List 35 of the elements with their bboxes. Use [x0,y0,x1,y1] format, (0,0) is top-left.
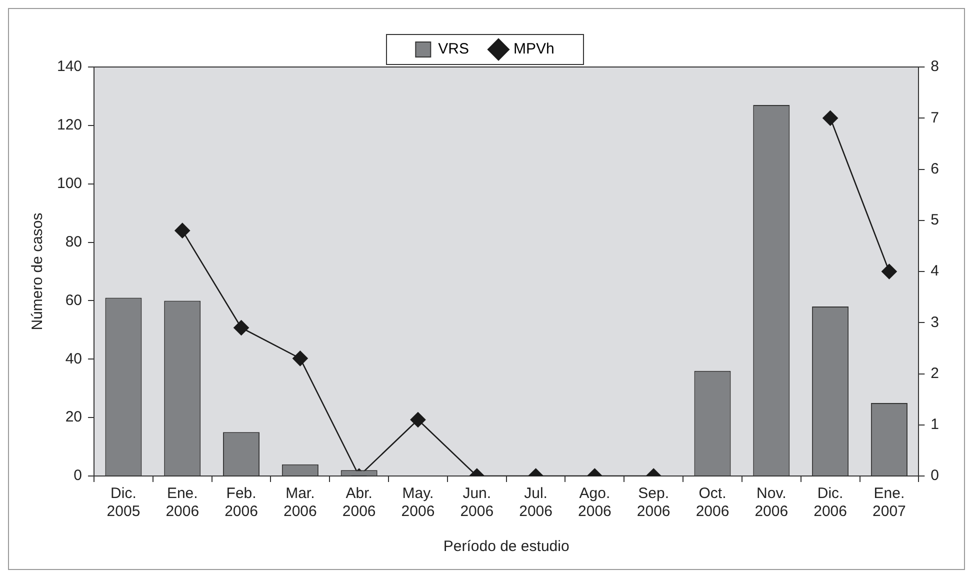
y2-tick-label: 8 [930,58,939,76]
legend-label: VRS [438,40,469,58]
y-tick-label: 140 [56,58,82,76]
y2-tick-label: 7 [930,109,939,126]
y2-tick-label: 0 [930,467,939,484]
y-tick-label: 80 [65,233,82,250]
y-axis-title: Número de casos [29,212,46,330]
y-tick-label: 0 [74,467,82,484]
x-tick-label: Ago. 2006 [578,485,612,520]
y2-tick-label: 5 [930,212,939,229]
x-tick-label: Sep. 2006 [636,485,670,520]
x-tick-label: Ene. 2007 [872,485,906,520]
y2-tick-label: 6 [930,160,939,178]
y-tick-label: 60 [65,292,82,309]
x-tick-label: Jun. 2006 [460,485,494,520]
x-tick-label: Abr. 2006 [342,485,376,520]
x-tick-label: Mar. 2006 [283,485,317,520]
y2-tick-label: 1 [930,416,939,434]
x-tick-label: Dic. 2006 [814,485,847,520]
x-tick-label: Oct. 2006 [696,485,730,520]
x-tick-label: Dic. 2005 [106,485,140,520]
x-axis-title: Período de estudio [443,538,570,556]
y2-tick-label: 4 [930,262,939,280]
legend-label: MPVh [514,40,554,58]
y-tick-label: 100 [56,175,82,192]
y-tick-label: 20 [65,408,82,426]
x-tick-label: Feb. 2006 [224,485,258,520]
x-tick-label: Jul. 2006 [519,485,552,520]
x-tick-label: Nov. 2006 [754,485,788,520]
x-tick-label: May. 2006 [401,485,435,520]
y2-tick-label: 2 [930,364,939,382]
y2-tick-label: 3 [930,314,939,331]
y-tick-label: 120 [56,116,82,134]
x-tick-label: Ene. 2006 [166,485,200,520]
y-tick-label: 40 [65,350,82,368]
